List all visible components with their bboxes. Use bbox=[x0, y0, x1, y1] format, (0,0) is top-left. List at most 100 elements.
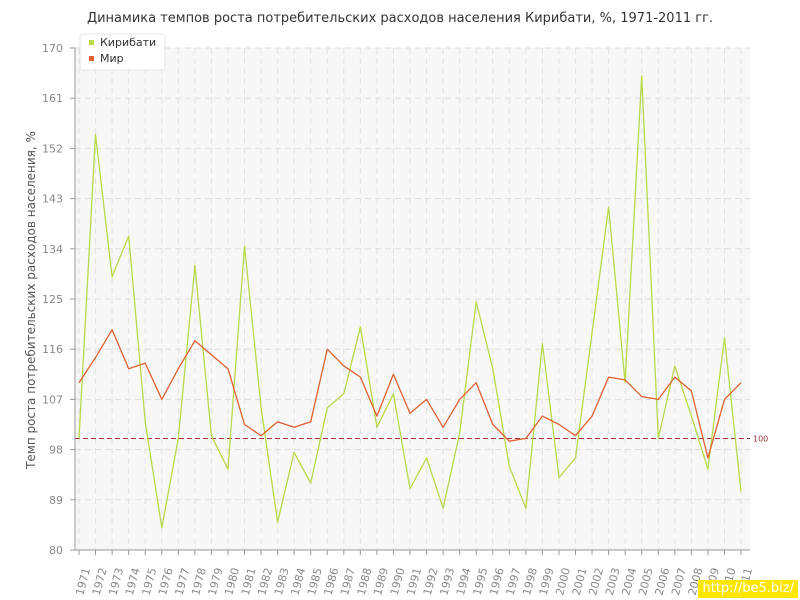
legend-swatch bbox=[89, 56, 94, 61]
y-tick-label: 107 bbox=[42, 393, 63, 406]
series-2-point bbox=[359, 376, 361, 378]
y-tick-label: 80 bbox=[49, 544, 63, 557]
series-2-point bbox=[607, 376, 609, 378]
series-2-point bbox=[210, 354, 212, 356]
legend-label: Мир bbox=[100, 52, 124, 65]
series-2-point bbox=[343, 365, 345, 367]
series-1-point bbox=[144, 421, 146, 423]
y-tick-label: 116 bbox=[42, 343, 63, 356]
axes-layer: 8089981071161251341431521611701971197219… bbox=[42, 42, 755, 597]
series-2-point bbox=[161, 398, 163, 400]
series-2-point bbox=[657, 398, 659, 400]
series-1-point bbox=[94, 133, 96, 135]
series-1-point bbox=[111, 275, 113, 277]
series-2-point bbox=[475, 381, 477, 383]
series-1-point bbox=[293, 451, 295, 453]
series-1-point bbox=[243, 245, 245, 247]
series-2-point bbox=[508, 440, 510, 442]
series-1-point bbox=[674, 365, 676, 367]
series-2-point bbox=[558, 423, 560, 425]
series-2-point bbox=[442, 426, 444, 428]
y-tick-label: 98 bbox=[49, 444, 63, 457]
series-2-point bbox=[326, 348, 328, 350]
series-2-point bbox=[177, 368, 179, 370]
series-1-point bbox=[492, 368, 494, 370]
series-2-point bbox=[492, 423, 494, 425]
y-tick-label: 170 bbox=[42, 42, 63, 55]
series-1-point bbox=[558, 476, 560, 478]
series-2-point bbox=[624, 379, 626, 381]
series-2-point bbox=[111, 328, 113, 330]
y-tick-label: 143 bbox=[42, 193, 63, 206]
series-1-point bbox=[508, 465, 510, 467]
series-1-point bbox=[541, 342, 543, 344]
series-1-point bbox=[260, 407, 262, 409]
series-1-point bbox=[442, 507, 444, 509]
series-1-point bbox=[376, 426, 378, 428]
series-1-point bbox=[591, 331, 593, 333]
series-1-point bbox=[740, 490, 742, 492]
series-1-point bbox=[359, 326, 361, 328]
series-2-point bbox=[392, 373, 394, 375]
legend-swatch bbox=[89, 40, 94, 45]
series-2-point bbox=[740, 381, 742, 383]
reference-line-label: 100 bbox=[753, 434, 768, 443]
series-1-point bbox=[392, 393, 394, 395]
series-1-point bbox=[641, 75, 643, 77]
series-2-point bbox=[574, 434, 576, 436]
legend-box bbox=[79, 33, 166, 71]
series-2-point bbox=[310, 421, 312, 423]
series-2-point bbox=[144, 362, 146, 364]
series-2-point bbox=[707, 457, 709, 459]
series-1-point bbox=[210, 434, 212, 436]
y-tick-label: 161 bbox=[42, 92, 63, 105]
series-2-point bbox=[591, 415, 593, 417]
series-1-point bbox=[310, 482, 312, 484]
legend: Кирибати Мир bbox=[79, 33, 166, 71]
series-1-point bbox=[343, 393, 345, 395]
watermark: http://be5.biz/ bbox=[698, 580, 798, 598]
series-2-point bbox=[94, 356, 96, 358]
series-1-point bbox=[475, 301, 477, 303]
series-1-point bbox=[127, 235, 129, 237]
series-2-point bbox=[409, 412, 411, 414]
series-1-point bbox=[690, 415, 692, 417]
y-tick-label: 152 bbox=[42, 142, 63, 155]
series-1-point bbox=[707, 468, 709, 470]
series-2-point bbox=[78, 381, 80, 383]
series-1-point bbox=[657, 437, 659, 439]
series-line-2 bbox=[78, 329, 742, 459]
series-2-point bbox=[641, 395, 643, 397]
series-2-point bbox=[690, 390, 692, 392]
series-1-point bbox=[607, 206, 609, 208]
y-tick-label: 89 bbox=[49, 494, 63, 507]
series-1-point bbox=[161, 526, 163, 528]
series-2-point bbox=[541, 415, 543, 417]
series-2-point bbox=[376, 415, 378, 417]
series-2-point bbox=[425, 398, 427, 400]
series-1-point bbox=[574, 457, 576, 459]
series-2-point bbox=[243, 423, 245, 425]
series-1-point bbox=[177, 437, 179, 439]
series-2-point bbox=[723, 398, 725, 400]
series-1-point bbox=[276, 521, 278, 523]
chart-title: Динамика темпов роста потребительских ра… bbox=[87, 11, 713, 26]
series-1-point bbox=[425, 457, 427, 459]
series-2-point bbox=[525, 437, 527, 439]
y-tick-label: 134 bbox=[42, 243, 63, 256]
series-layer bbox=[78, 75, 742, 529]
series-1-point bbox=[227, 468, 229, 470]
series-1-point bbox=[409, 487, 411, 489]
y-tick-label: 125 bbox=[42, 293, 63, 306]
series-2-point bbox=[293, 426, 295, 428]
series-2-point bbox=[674, 376, 676, 378]
series-1-point bbox=[78, 437, 80, 439]
series-2-point bbox=[276, 421, 278, 423]
series-1-point bbox=[458, 432, 460, 434]
series-2-point bbox=[194, 340, 196, 342]
series-1-point bbox=[723, 337, 725, 339]
series-1-point bbox=[624, 381, 626, 383]
series-2-point bbox=[127, 368, 129, 370]
